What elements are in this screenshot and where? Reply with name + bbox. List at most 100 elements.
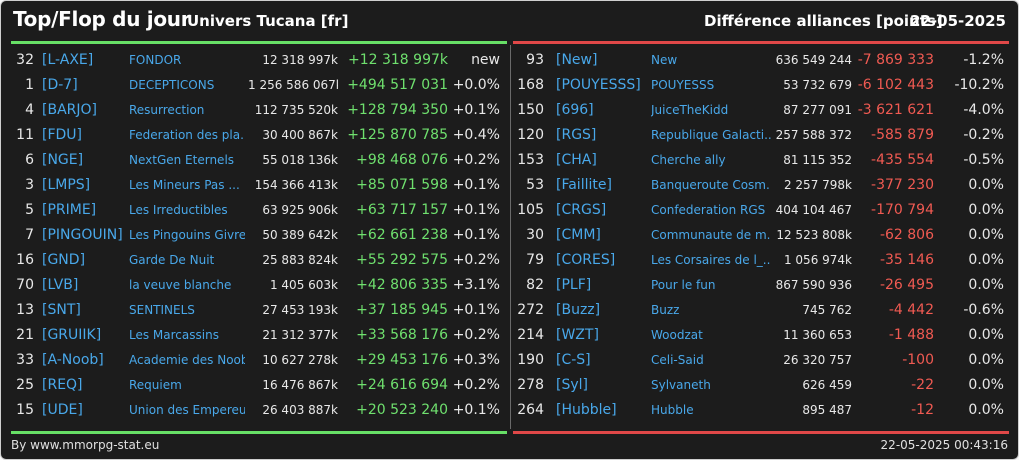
- percent-change: 0.0%: [968, 277, 1004, 293]
- alliance-points: 154 366 413k: [254, 178, 338, 192]
- alliance-rank: 272: [517, 302, 544, 318]
- table-row: 278 [Syl] Sylvaneth 626 459 -22 0.0%: [513, 373, 1013, 398]
- alliance-tag-link[interactable]: [CHA]: [556, 152, 597, 168]
- alliance-points: 11 360 653: [783, 328, 852, 342]
- alliance-name-link[interactable]: Confederation RGS: [651, 203, 766, 217]
- table-row: 70 [LVB] la veuve blanche 1 405 603k +42 806…: [1, 273, 501, 298]
- report-date: 22-05-2025: [910, 12, 1006, 30]
- alliance-rank: 70: [16, 277, 34, 293]
- alliance-name-link[interactable]: la veuve blanche: [129, 278, 232, 292]
- alliance-tag-link[interactable]: [REQ]: [42, 377, 83, 393]
- alliance-tag-link[interactable]: [LVB]: [42, 277, 79, 293]
- alliance-tag-link[interactable]: [Buzz]: [556, 302, 601, 318]
- alliance-name-link[interactable]: Les Irreductibles: [129, 203, 228, 217]
- alliance-points: 12 318 997k: [262, 53, 338, 67]
- alliance-name-link[interactable]: Les Pingouins Givre...: [129, 228, 245, 242]
- table-row: 13 [SNT] SENTINELS 27 453 193k +37 185 945 +0…: [1, 298, 501, 323]
- alliance-tag-link[interactable]: [SNT]: [42, 302, 81, 318]
- alliance-name-link[interactable]: Union des Empereur...: [129, 403, 245, 417]
- table-row: 25 [REQ] Requiem 16 476 867k +24 616 694 +0.2…: [1, 373, 501, 398]
- alliance-tag-link[interactable]: [PLF]: [556, 277, 592, 293]
- table-row: 105 [CRGS] Confederation RGS 404 104 467 -17…: [513, 198, 1013, 223]
- alliance-tag-link[interactable]: [Syl]: [556, 377, 588, 393]
- alliance-name-link[interactable]: DECEPTICONS: [129, 78, 215, 92]
- alliance-tag-link[interactable]: [696]: [556, 102, 594, 118]
- alliance-name-link[interactable]: New: [651, 53, 678, 67]
- alliance-tag-link[interactable]: [PINGOUIN]: [42, 227, 123, 243]
- alliance-tag-link[interactable]: [C-S]: [556, 352, 591, 368]
- alliance-name-link[interactable]: NextGen Eternels: [129, 153, 235, 167]
- alliance-tag-link[interactable]: [A-Noob]: [42, 352, 104, 368]
- alliance-name-link[interactable]: Banqueroute Cosm...: [651, 178, 771, 192]
- table-row: 190 [C-S] Celi-Said 26 320 757 -100 0.0%: [513, 348, 1013, 373]
- alliance-tag-link[interactable]: [POUYESSS]: [556, 77, 641, 93]
- points-difference: -35 146: [879, 252, 934, 268]
- table-row: 32 [L-AXE] FONDOR 12 318 997k +12 318 997k ne…: [1, 48, 501, 73]
- alliance-name-link[interactable]: Woodzat: [651, 328, 703, 342]
- alliance-name-link[interactable]: Academie des Noob...: [129, 353, 245, 367]
- alliance-name-link[interactable]: POUYESSS: [651, 78, 715, 92]
- alliance-name-link[interactable]: Sylvaneth: [651, 378, 711, 392]
- alliance-name-link[interactable]: Les Corsaires de l_...: [651, 253, 771, 267]
- alliance-name-link[interactable]: Requiem: [129, 378, 182, 392]
- alliance-tag-link[interactable]: [New]: [556, 52, 598, 68]
- alliance-tag-link[interactable]: [D-7]: [42, 77, 78, 93]
- percent-change: -0.6%: [963, 302, 1004, 318]
- alliance-name-link[interactable]: Communaute de m...: [651, 228, 771, 242]
- alliance-tag-link[interactable]: [PRIME]: [42, 202, 97, 218]
- alliance-rank: 190: [517, 352, 544, 368]
- percent-change: +0.2%: [452, 152, 500, 168]
- table-row: 82 [PLF] Pour le fun 867 590 936 -26 495 0.0%: [513, 273, 1013, 298]
- alliance-tag-link[interactable]: [CMM]: [556, 227, 601, 243]
- alliance-tag-link[interactable]: [LMPS]: [42, 177, 91, 193]
- alliance-rank: 214: [517, 327, 544, 343]
- alliance-name-link[interactable]: Buzz: [651, 303, 680, 317]
- alliance-points: 895 487: [802, 403, 852, 417]
- alliance-points: 53 732 679: [783, 78, 852, 92]
- alliance-name-link[interactable]: Resurrection: [129, 103, 205, 117]
- alliance-name-link[interactable]: FONDOR: [129, 53, 182, 67]
- alliance-tag-link[interactable]: [CORES]: [556, 252, 616, 268]
- percent-change: -1.2%: [963, 52, 1004, 68]
- percent-change: +0.4%: [452, 127, 500, 143]
- alliance-tag-link[interactable]: [BARJO]: [42, 102, 97, 118]
- site-credit: By www.mmorpg-stat.eu: [11, 438, 160, 452]
- alliance-name-link[interactable]: Hubble: [651, 403, 694, 417]
- alliance-name-link[interactable]: Cherche ally: [651, 153, 726, 167]
- alliance-tag-link[interactable]: [L-AXE]: [42, 52, 94, 68]
- alliance-tag-link[interactable]: [GND]: [42, 252, 86, 268]
- points-difference: +128 794 350: [347, 102, 448, 118]
- alliance-name-link[interactable]: Celi-Said: [651, 353, 704, 367]
- alliance-name-link[interactable]: JuiceTheKidd: [651, 103, 729, 117]
- alliance-tag-link[interactable]: [CRGS]: [556, 202, 607, 218]
- table-row: 93 [New] New 636 549 244 -7 869 333 -1.2%: [513, 48, 1013, 73]
- alliance-name-link[interactable]: SENTINELS: [129, 303, 195, 317]
- points-difference: -170 794: [871, 202, 934, 218]
- points-difference: +62 661 238: [356, 227, 448, 243]
- alliance-name-link[interactable]: Garde De Nuit: [129, 253, 215, 267]
- alliance-name-link[interactable]: Federation des pla...: [129, 128, 245, 142]
- alliance-tag-link[interactable]: [RGS]: [556, 127, 597, 143]
- alliance-tag-link[interactable]: [WZT]: [556, 327, 599, 343]
- alliance-name-link[interactable]: Republique Galacti...: [651, 128, 771, 142]
- alliance-tag-link[interactable]: [NGE]: [42, 152, 84, 168]
- alliance-tag-link[interactable]: [FDU]: [42, 127, 83, 143]
- alliance-tag-link[interactable]: [UDE]: [42, 402, 83, 418]
- alliance-name-link[interactable]: Les Mineurs Pas ...: [129, 178, 240, 192]
- alliance-tag-link[interactable]: [Faillite]: [556, 177, 612, 193]
- points-difference: -100: [902, 352, 934, 368]
- percent-change: +0.1%: [452, 202, 500, 218]
- percent-change: -0.2%: [963, 127, 1004, 143]
- top-alliances-list: 32 [L-AXE] FONDOR 12 318 997k +12 318 997k ne…: [1, 48, 501, 423]
- points-difference: -3 621 621: [857, 102, 934, 118]
- alliance-tag-link[interactable]: [Hubble]: [556, 402, 617, 418]
- alliance-rank: 16: [16, 252, 34, 268]
- universe-name: Univers Tucana [fr]: [187, 12, 349, 30]
- alliance-rank: 4: [25, 102, 34, 118]
- percent-change: +0.1%: [452, 302, 500, 318]
- alliance-tag-link[interactable]: [GRUIIK]: [42, 327, 102, 343]
- percent-change: 0.0%: [968, 202, 1004, 218]
- alliance-name-link[interactable]: Les Marcassins: [129, 328, 219, 342]
- percent-change: +0.2%: [452, 377, 500, 393]
- alliance-name-link[interactable]: Pour le fun: [651, 278, 716, 292]
